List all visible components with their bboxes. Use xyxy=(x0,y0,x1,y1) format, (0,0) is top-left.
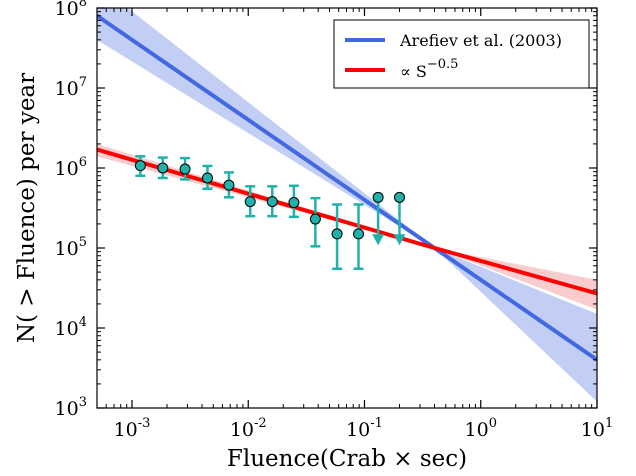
x-tick-label-4: 101 xyxy=(581,416,613,441)
legend-box xyxy=(333,19,590,89)
confidence-band-0 xyxy=(97,8,597,402)
data-point-4 xyxy=(223,179,235,191)
y-tick-label-2: 105 xyxy=(55,235,87,260)
plot-frame xyxy=(96,7,598,409)
axis-ticks: 10-3 10-2 10-1 100 101 103 104 105 106 107 108 xyxy=(55,0,614,441)
y-tick-label-3: 106 xyxy=(55,155,87,180)
y-axis-title: N( > Fluence) per year xyxy=(14,73,40,343)
data-point-10 xyxy=(353,228,365,240)
data-point-9 xyxy=(331,228,343,240)
x-tick-label-0: 10-3 xyxy=(114,416,151,441)
data-point-6 xyxy=(266,196,278,208)
data-point-3 xyxy=(201,172,213,184)
data-point-7 xyxy=(288,197,300,209)
plot-area xyxy=(97,8,597,402)
y-tick-label-0: 103 xyxy=(55,395,87,420)
y-tick-label-1: 104 xyxy=(55,315,87,340)
legend-label-power-law: ∝ S−0.5 xyxy=(400,57,458,81)
upper-limit-point-0 xyxy=(372,191,384,203)
y-tick-label-4: 107 xyxy=(55,75,87,100)
data-point-1 xyxy=(157,162,169,174)
data-point-8 xyxy=(309,213,321,225)
upper-limit-arrow-1 xyxy=(393,234,406,246)
x-tick-label-2: 10-1 xyxy=(346,416,383,441)
data-point-5 xyxy=(244,196,256,208)
x-axis-title: Fluence(Crab × sec) xyxy=(227,446,467,472)
legend-label-arefiev: Arefiev et al. (2003) xyxy=(399,31,562,50)
y-tick-label-5: 108 xyxy=(55,0,87,20)
x-tick-label-1: 10-2 xyxy=(230,416,267,441)
upper-limit-arrow-0 xyxy=(372,234,385,246)
data-point-0 xyxy=(134,160,146,172)
legend: Arefiev et al. (2003) ∝ S−0.5 xyxy=(333,19,590,89)
upper-limit-point-1 xyxy=(393,191,405,203)
x-tick-label-3: 100 xyxy=(465,416,497,441)
data-point-2 xyxy=(179,163,191,175)
